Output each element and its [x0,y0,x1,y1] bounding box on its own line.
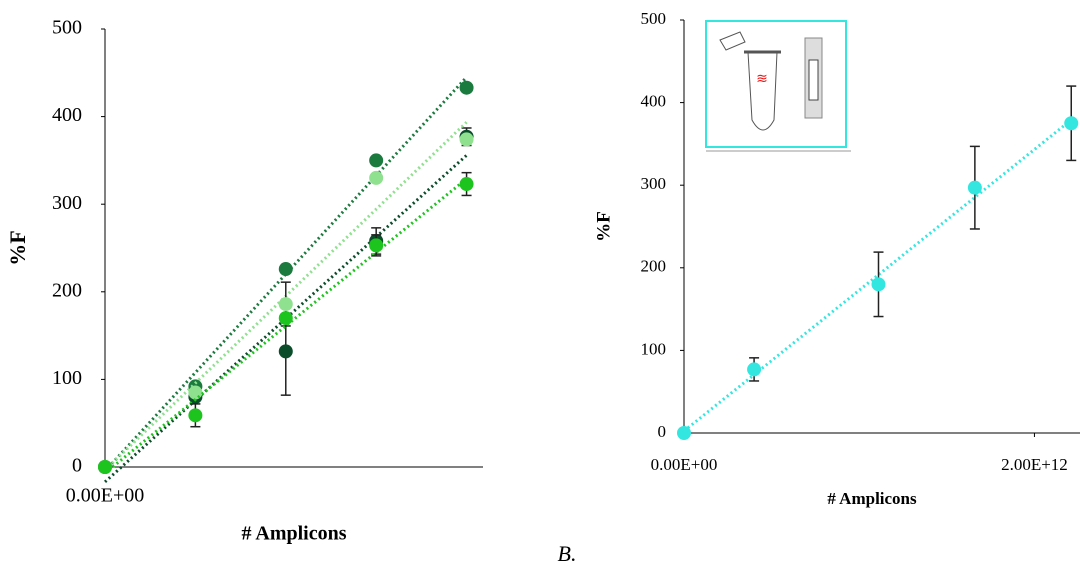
trendline [683,118,1073,433]
y-tick-label: 0 [658,422,667,441]
point [278,311,293,326]
point [188,408,203,423]
x-axis-title: # Amplicons [241,523,346,545]
point [278,297,293,312]
y-axis-title: %F [5,230,30,265]
point [369,238,384,253]
point [677,426,691,440]
point [278,344,293,359]
point [967,180,982,195]
y-axis-title: %F [593,211,614,242]
point [459,132,474,147]
point [459,177,474,192]
point [1064,116,1079,131]
trendline [103,154,468,484]
point [369,153,384,168]
y-tick-label: 500 [641,9,667,28]
x-axis-title: # Amplicons [827,489,917,508]
point [459,80,474,95]
y-tick-label: 100 [641,339,667,358]
y-tick-label: 0 [72,455,82,477]
point [871,277,886,292]
trendline [103,76,468,473]
inset-icon: ≋ [705,20,851,152]
point [747,362,762,377]
y-tick-label: 100 [52,367,82,389]
y-tick-label: 400 [52,104,82,126]
x-tick-label: 0.00E+00 [66,485,145,507]
point [278,262,293,277]
point [369,170,384,185]
x-tick-label: 2.00E+12 [1001,455,1068,474]
y-tick-label: 300 [641,174,667,193]
svg-text:≋: ≋ [756,72,768,87]
x-tick-label: 0.00E+00 [651,455,718,474]
y-tick-label: 300 [52,192,82,214]
y-tick-label: 400 [641,92,667,111]
y-tick-label: 200 [52,279,82,301]
figure-label: B. [558,541,577,566]
point [98,460,112,474]
y-tick-label: 200 [641,257,667,276]
y-tick-label: 500 [52,17,82,39]
